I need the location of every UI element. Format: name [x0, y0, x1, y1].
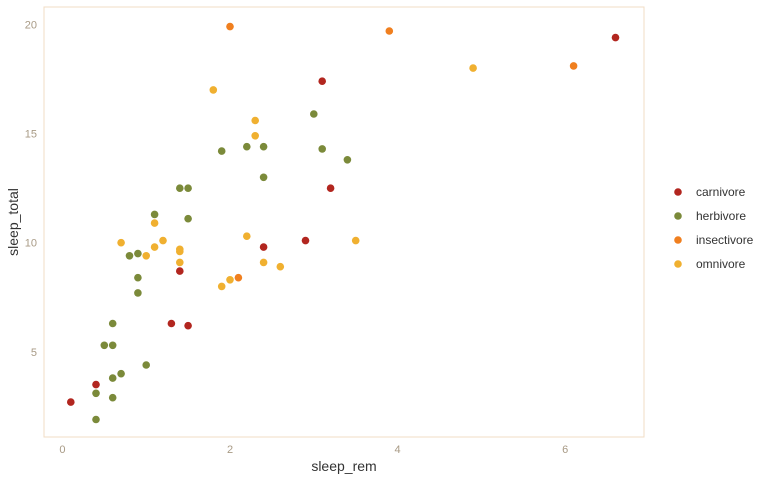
- herbivore-point: [108, 393, 117, 402]
- carnivore-point: [67, 398, 75, 406]
- omnivore-point: [142, 252, 150, 260]
- y-tick-label: 5: [31, 347, 37, 359]
- omnivore-point: [251, 132, 259, 140]
- omnivore-point: [176, 258, 184, 267]
- legend-label-omnivore: omnivore: [696, 257, 746, 271]
- carnivore-point: [326, 184, 335, 192]
- herbivore-point: [318, 145, 327, 153]
- herbivore-point: [108, 374, 117, 382]
- legend-key-herbivore: [674, 212, 682, 220]
- herbivore-point: [176, 184, 184, 192]
- legend-label-carnivore: carnivore: [696, 185, 746, 199]
- y-tick-label: 15: [25, 129, 37, 141]
- carnivore-point: [301, 236, 310, 245]
- herbivore-point: [243, 142, 251, 151]
- carnivore-point: [167, 319, 176, 328]
- omnivore-point: [243, 232, 251, 240]
- omnivore-point: [276, 262, 285, 271]
- herbivore-point: [184, 184, 192, 192]
- omnivore-point: [259, 258, 268, 267]
- x-tick-label: 6: [562, 444, 568, 456]
- herbivore-point: [150, 210, 159, 219]
- carnivore-point: [318, 77, 327, 85]
- carnivore-point: [92, 380, 100, 389]
- herbivore-point: [117, 369, 125, 378]
- herbivore-point: [108, 319, 117, 328]
- omnivore-point: [469, 64, 477, 72]
- herbivore-point: [134, 249, 142, 258]
- insectivore-point: [226, 22, 234, 31]
- legend-key-carnivore: [674, 188, 682, 196]
- herbivore-point: [134, 273, 142, 282]
- herbivore-point: [142, 361, 150, 369]
- legend-label-herbivore: herbivore: [696, 209, 746, 223]
- legend-label-insectivore: insectivore: [696, 233, 754, 247]
- x-tick-label: 2: [227, 444, 233, 456]
- insectivore-point: [234, 273, 243, 282]
- carnivore-point: [184, 321, 192, 330]
- omnivore-point: [150, 243, 159, 251]
- omnivore-point: [176, 247, 184, 256]
- legend-key-omnivore: [674, 260, 682, 268]
- insectivore-point: [569, 62, 578, 70]
- omnivore-point: [251, 116, 259, 125]
- omnivore-point: [117, 238, 125, 247]
- x-axis-ticks: 0 2 4 6: [59, 444, 568, 456]
- omnivore-point: [217, 282, 226, 291]
- carnivore-point: [259, 243, 268, 251]
- points-layer: [67, 22, 620, 424]
- herbivore-point: [217, 147, 226, 155]
- insectivore-point: [385, 27, 394, 35]
- herbivore-point: [134, 289, 142, 297]
- omnivore-point: [209, 86, 218, 94]
- omnivore-point: [159, 236, 167, 245]
- herbivore-point: [100, 341, 109, 350]
- herbivore-point: [310, 110, 318, 118]
- plot-panel: [43, 6, 645, 438]
- omnivore-point: [150, 219, 159, 227]
- omnivore-point: [351, 236, 360, 245]
- herbivore-point: [259, 142, 268, 151]
- y-axis-ticks: 5 10 15 20: [25, 20, 37, 359]
- herbivore-point: [184, 214, 192, 223]
- x-axis-title: sleep_rem: [311, 458, 376, 474]
- carnivore-point: [176, 267, 184, 275]
- herbivore-point: [92, 389, 100, 398]
- herbivore-point: [92, 415, 100, 424]
- legend: carnivore herbivore insectivore omnivore: [674, 185, 754, 271]
- y-tick-label: 20: [25, 20, 37, 32]
- herbivore-point: [108, 341, 117, 350]
- y-tick-label: 10: [25, 238, 37, 250]
- y-axis-title: sleep_total: [5, 188, 21, 256]
- x-tick-label: 4: [395, 444, 401, 456]
- omnivore-point: [226, 276, 234, 284]
- legend-key-insectivore: [674, 236, 682, 244]
- herbivore-point: [343, 156, 352, 164]
- carnivore-point: [611, 33, 620, 42]
- herbivore-point: [259, 173, 268, 182]
- herbivore-point: [125, 252, 134, 260]
- x-tick-label: 0: [59, 444, 65, 456]
